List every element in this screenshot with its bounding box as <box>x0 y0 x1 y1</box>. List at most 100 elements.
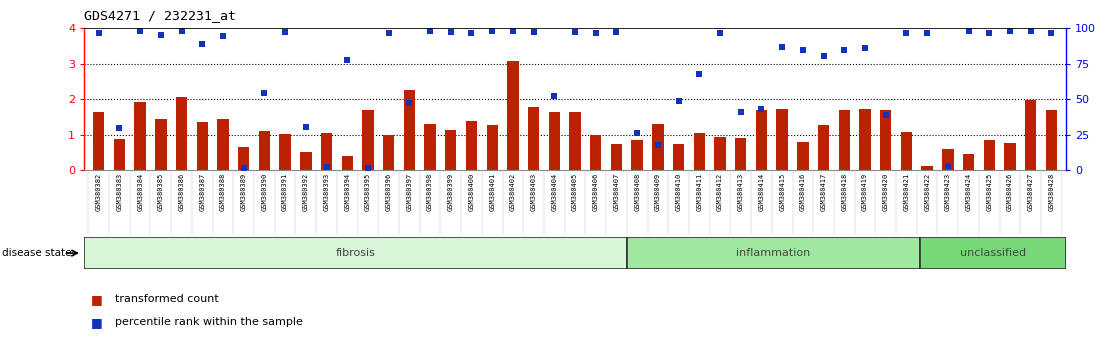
Point <box>669 98 687 104</box>
Text: GSM380416: GSM380416 <box>800 173 806 211</box>
Text: unclassified: unclassified <box>960 248 1026 258</box>
Text: GSM380424: GSM380424 <box>965 173 972 211</box>
Text: GSM380385: GSM380385 <box>157 173 164 211</box>
Text: GSM380382: GSM380382 <box>95 173 102 211</box>
Point <box>463 30 481 35</box>
Point <box>173 28 191 34</box>
Bar <box>627 237 920 269</box>
Bar <box>673 144 685 170</box>
Bar <box>507 61 519 170</box>
Point <box>525 29 543 35</box>
Point <box>628 130 646 136</box>
Bar <box>300 152 311 170</box>
Point <box>235 165 253 171</box>
Text: GSM380409: GSM380409 <box>655 173 660 211</box>
Point <box>773 44 791 50</box>
Bar <box>445 130 456 170</box>
Bar <box>984 140 995 170</box>
Point <box>835 47 853 53</box>
Bar <box>548 112 560 170</box>
Bar <box>963 154 974 170</box>
Text: GSM380412: GSM380412 <box>717 173 724 211</box>
Point <box>442 29 460 35</box>
Point <box>111 125 129 131</box>
Point <box>876 112 894 118</box>
Text: GSM380423: GSM380423 <box>945 173 951 211</box>
Point <box>152 32 170 38</box>
Point <box>607 29 625 35</box>
Bar <box>797 142 809 170</box>
Point <box>587 30 605 35</box>
Text: ■: ■ <box>91 316 103 329</box>
Text: GSM380405: GSM380405 <box>572 173 578 211</box>
Bar <box>591 135 602 170</box>
Point <box>1022 28 1039 34</box>
Bar <box>341 156 353 170</box>
Point <box>856 45 874 51</box>
Text: disease state: disease state <box>2 248 72 258</box>
Bar <box>486 125 497 170</box>
Text: GSM380420: GSM380420 <box>883 173 889 211</box>
Bar <box>860 109 871 170</box>
Point <box>545 93 563 99</box>
Text: GSM380400: GSM380400 <box>469 173 474 211</box>
Point <box>752 106 770 112</box>
Point <box>380 30 398 35</box>
Text: GSM380413: GSM380413 <box>738 173 743 211</box>
Text: GSM380403: GSM380403 <box>531 173 536 211</box>
Text: GSM380389: GSM380389 <box>240 173 247 211</box>
Bar <box>611 144 623 170</box>
Point <box>897 30 915 35</box>
Point <box>1002 28 1019 34</box>
Bar <box>715 137 726 170</box>
Bar <box>196 122 208 170</box>
Text: GSM380395: GSM380395 <box>365 173 371 211</box>
Bar <box>362 110 373 170</box>
Text: GSM380399: GSM380399 <box>448 173 454 211</box>
Point <box>649 142 667 148</box>
Bar <box>920 237 1066 269</box>
Text: GSM380391: GSM380391 <box>283 173 288 211</box>
Point <box>338 57 356 63</box>
Text: GSM380390: GSM380390 <box>261 173 267 211</box>
Bar <box>321 133 332 170</box>
Point <box>504 28 522 34</box>
Text: ■: ■ <box>91 293 103 306</box>
Text: GSM380408: GSM380408 <box>634 173 640 211</box>
Text: GSM380383: GSM380383 <box>116 173 122 211</box>
Bar <box>176 97 187 170</box>
Bar <box>424 124 435 170</box>
Point <box>732 109 750 114</box>
Text: transformed count: transformed count <box>115 294 219 304</box>
Bar <box>735 138 747 170</box>
Text: GSM380417: GSM380417 <box>821 173 827 211</box>
Text: GSM380428: GSM380428 <box>1048 173 1055 211</box>
Bar <box>84 237 627 269</box>
Bar <box>1046 110 1057 170</box>
Point <box>421 28 439 34</box>
Text: GSM380418: GSM380418 <box>841 173 848 211</box>
Bar <box>839 110 850 170</box>
Text: GSM380410: GSM380410 <box>676 173 681 211</box>
Text: GSM380411: GSM380411 <box>696 173 702 211</box>
Text: GSM380401: GSM380401 <box>490 173 495 211</box>
Bar <box>114 139 125 170</box>
Point <box>131 28 148 34</box>
Text: GSM380397: GSM380397 <box>407 173 412 211</box>
Text: GSM380384: GSM380384 <box>137 173 143 211</box>
Text: GSM380387: GSM380387 <box>199 173 205 211</box>
Bar <box>942 149 954 170</box>
Bar <box>238 147 249 170</box>
Text: fibrosis: fibrosis <box>336 248 376 258</box>
Text: GSM380386: GSM380386 <box>178 173 185 211</box>
Bar <box>632 140 643 170</box>
Bar <box>527 107 540 170</box>
Point <box>276 29 294 35</box>
Point <box>814 53 832 59</box>
Point <box>711 30 729 35</box>
Text: inflammation: inflammation <box>737 248 811 258</box>
Bar <box>570 112 581 170</box>
Bar <box>653 124 664 170</box>
Text: GSM380398: GSM380398 <box>427 173 433 211</box>
Bar <box>1004 143 1016 170</box>
